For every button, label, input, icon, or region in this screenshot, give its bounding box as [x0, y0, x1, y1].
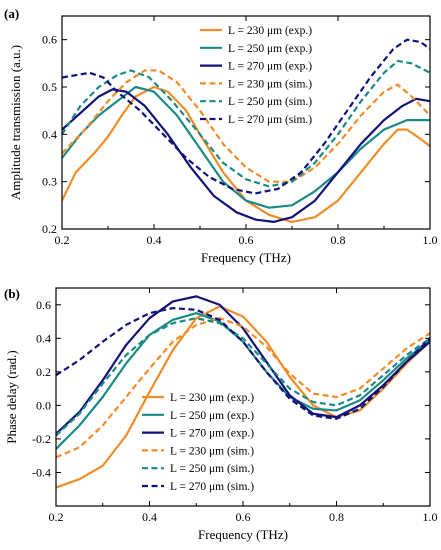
- x-tick-label: 0.6: [236, 510, 251, 524]
- legend-label: L = 270 μm (exp.): [228, 61, 312, 73]
- x-tick-label: 1.0: [423, 510, 438, 524]
- legend-label: L = 270 μm (sim.): [228, 114, 312, 126]
- series-group: [56, 295, 430, 489]
- y-axis-title: Amplitude transmission (a.u.): [8, 45, 23, 200]
- y-tick-label: 0.5: [42, 80, 57, 94]
- series-line-6: [56, 307, 430, 420]
- legend-label: L = 230 μm (sim.): [228, 78, 312, 90]
- legend-label: L = 250 μm (exp.): [170, 410, 254, 422]
- x-tick-label: 0.4: [142, 510, 157, 524]
- series-line-3: [56, 295, 430, 435]
- series-line-4: [56, 317, 430, 459]
- x-tick-label: 0.2: [49, 510, 64, 524]
- legend-label: L = 230 μm (sim.): [170, 445, 254, 457]
- y-tick-label: 0.4: [36, 331, 51, 345]
- x-tick-label: 1.0: [423, 233, 438, 247]
- y-tick-label: 0.6: [42, 33, 57, 47]
- y-tick-label: 0.2: [36, 365, 51, 379]
- legend: L = 230 μm (exp.) L = 250 μm (exp.) L = 27…: [200, 25, 312, 126]
- y-tick-label: -0.4: [32, 465, 51, 479]
- series-line-1: [56, 305, 430, 489]
- y-tick-label: 0.4: [42, 127, 57, 141]
- y-tick-label: 0.0: [36, 398, 51, 412]
- y-axis-title: Phase delay (rad.): [4, 350, 19, 444]
- series-line-4: [62, 69, 430, 183]
- x-tick-label: 0.6: [239, 233, 254, 247]
- series-group: [62, 38, 430, 223]
- x-axis-title: Frequency (THz): [198, 527, 288, 542]
- series-line-5: [56, 317, 430, 437]
- series-line-2: [62, 85, 430, 209]
- x-tick-label: 0.2: [55, 233, 70, 247]
- x-tick-label: 0.4: [147, 233, 162, 247]
- legend-label: L = 270 μm (sim.): [170, 481, 254, 493]
- y-tick-label: 0.3: [42, 175, 57, 189]
- series-line-2: [56, 312, 430, 450]
- legend: L = 230 μm (exp.) L = 250 μm (exp.) L = 27…: [142, 392, 254, 493]
- legend-label: L = 230 μm (exp.): [170, 392, 254, 404]
- y-tick-label: -0.2: [32, 432, 51, 446]
- y-tick-label: 0.2: [42, 222, 57, 236]
- series-line-1: [62, 85, 430, 223]
- panel-label: (b): [4, 286, 20, 301]
- series-line-5: [62, 59, 430, 188]
- legend-label: L = 250 μm (sim.): [170, 463, 254, 475]
- y-tick-label: 0.6: [36, 298, 51, 312]
- panel-b: 0.2 0.4 0.6 0.8 1.0 -0.4 -0.2 0.0 0.2 0.4 0.6 Frequ…: [4, 286, 438, 542]
- x-tick-label: 0.8: [329, 510, 344, 524]
- legend-label: L = 230 μm (exp.): [228, 25, 312, 37]
- x-axis-title: Frequency (THz): [201, 250, 291, 265]
- panel-a: 0.2 0.4 0.6 0.8 1.0 0.2 0.3 0.4 0.5 0.6 Frequency …: [4, 6, 438, 265]
- legend-label: L = 250 μm (exp.): [228, 43, 312, 55]
- legend-label: L = 270 μm (exp.): [170, 428, 254, 440]
- panel-label: (a): [4, 6, 19, 21]
- legend-label: L = 250 μm (sim.): [228, 96, 312, 108]
- x-tick-label: 0.8: [331, 233, 346, 247]
